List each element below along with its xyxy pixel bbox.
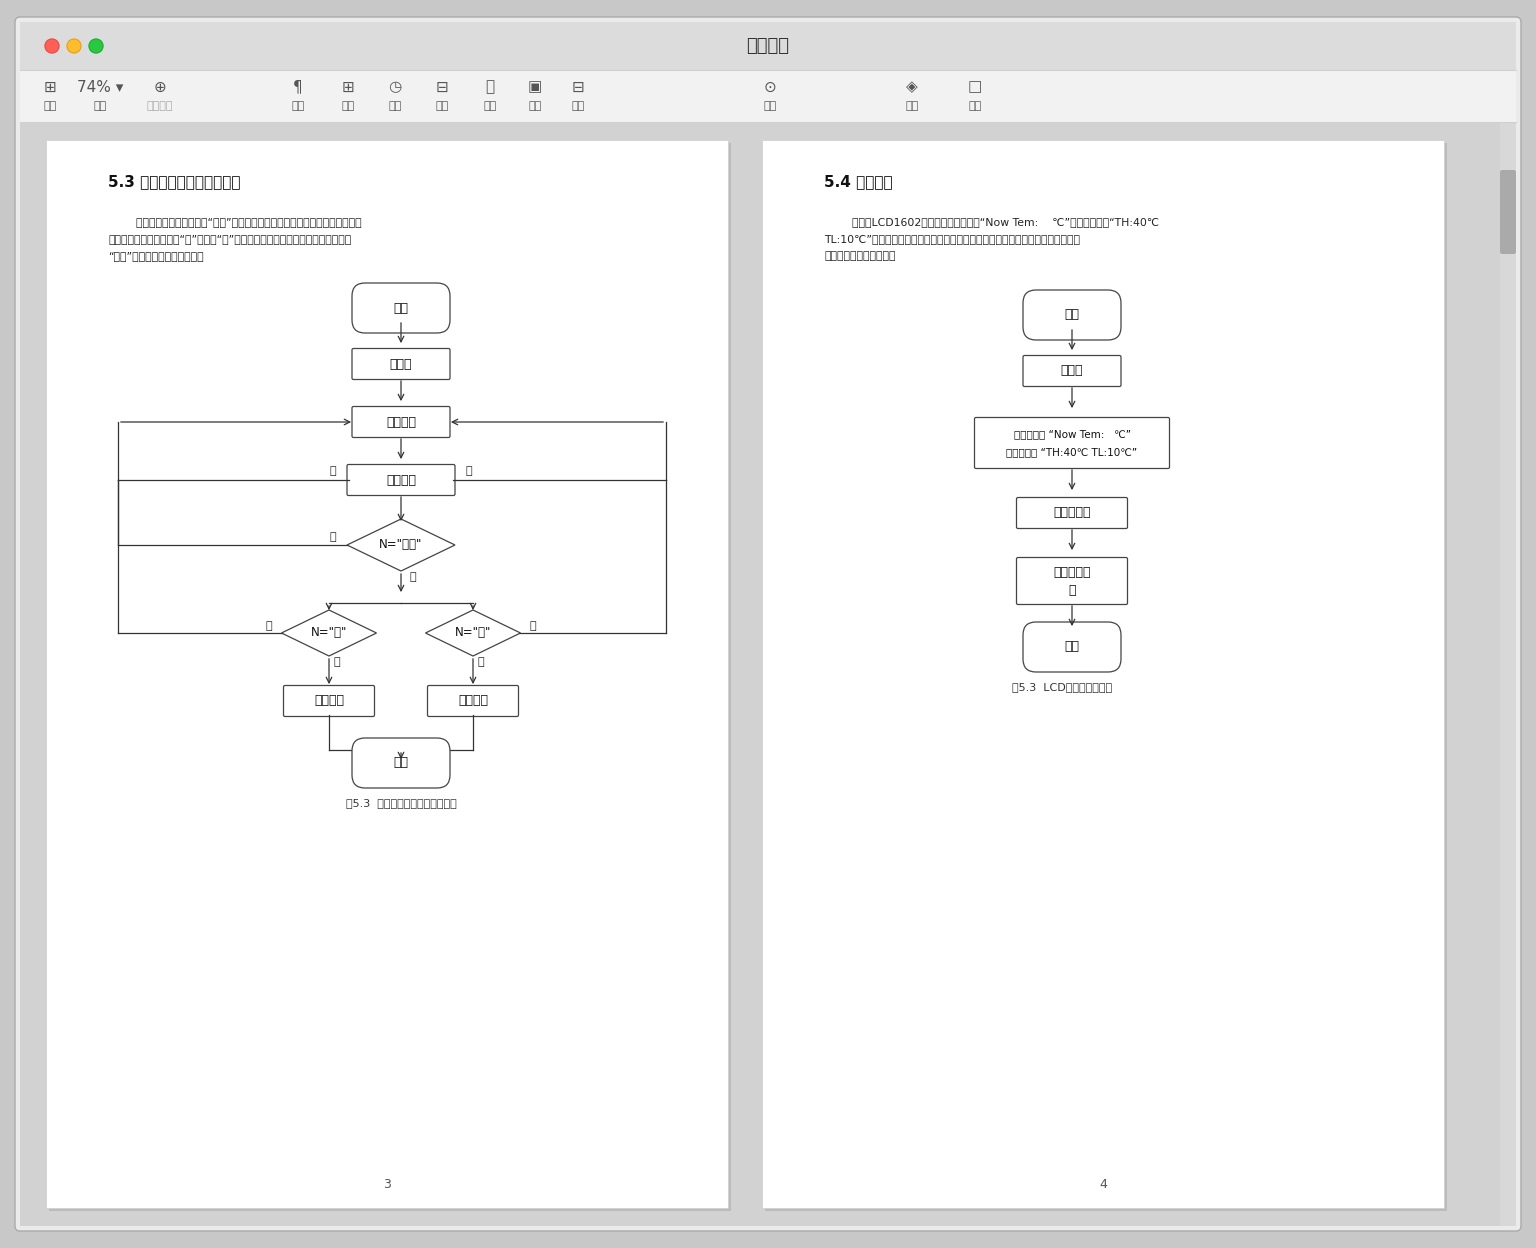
FancyBboxPatch shape [1017, 498, 1127, 528]
Circle shape [68, 39, 81, 52]
FancyBboxPatch shape [352, 283, 450, 333]
Text: 图5.3  上下限温度阈値调整流程图: 图5.3 上下限温度阈値调整流程图 [346, 797, 456, 807]
Text: 显示: 显示 [43, 101, 57, 111]
Circle shape [89, 39, 103, 52]
Text: 协作: 协作 [763, 101, 777, 111]
Bar [49, 144, 731, 1211]
Text: N="设置": N="设置" [379, 538, 422, 552]
FancyBboxPatch shape [1501, 170, 1516, 255]
Text: ⊞: ⊞ [341, 80, 355, 95]
Text: ⊞: ⊞ [43, 80, 57, 95]
Text: 否: 否 [330, 532, 336, 542]
FancyBboxPatch shape [1023, 356, 1121, 387]
Text: 开始: 开始 [1064, 308, 1080, 322]
Text: 文稿: 文稿 [968, 101, 982, 111]
Text: 读取温度値: 读取温度値 [1054, 507, 1091, 519]
Text: 表格: 表格 [341, 101, 355, 111]
Text: ¶: ¶ [293, 80, 303, 95]
Text: TL:10℃”。后面读取实时环境温度値后填入第一行的冒号后，第二行的上下限値显: TL:10℃”。后面读取实时环境温度値后填入第一行的冒号后，第二行的上下限値显 [823, 235, 1080, 245]
Text: 否: 否 [465, 466, 472, 475]
Text: 初始化: 初始化 [390, 357, 412, 371]
Text: 値: 値 [1068, 584, 1075, 597]
Text: 添加页面: 添加页面 [147, 101, 174, 111]
FancyBboxPatch shape [15, 17, 1521, 1231]
FancyBboxPatch shape [352, 407, 450, 438]
Text: 扫描按键: 扫描按键 [386, 416, 416, 428]
Text: 3: 3 [382, 1178, 392, 1191]
Text: 结束: 结束 [393, 756, 409, 770]
Text: 温度减小: 温度减小 [458, 694, 488, 708]
Text: 格式: 格式 [905, 101, 919, 111]
Text: 缩放: 缩放 [94, 101, 106, 111]
Text: 74% ▾: 74% ▾ [77, 80, 123, 95]
Text: 是: 是 [478, 656, 485, 666]
Text: ◷: ◷ [389, 80, 401, 95]
Text: 否: 否 [266, 622, 272, 631]
FancyBboxPatch shape [974, 418, 1169, 468]
Text: ⊕: ⊕ [154, 80, 166, 95]
Text: 键値判断: 键値判断 [386, 473, 416, 487]
FancyBboxPatch shape [347, 464, 455, 495]
Text: 显示温度数: 显示温度数 [1054, 565, 1091, 579]
Text: 第二行显示 “TH:40℃ TL:10℃”: 第二行显示 “TH:40℃ TL:10℃” [1006, 447, 1138, 457]
Bar [765, 144, 1447, 1211]
Bar [46, 140, 728, 1208]
Text: 批注: 批注 [571, 101, 585, 111]
Text: 是: 是 [333, 656, 341, 666]
FancyBboxPatch shape [1023, 290, 1121, 339]
Text: 5.3 上下限温度阈値调整程序: 5.3 上下限温度阈値调整程序 [108, 175, 241, 190]
Text: 否: 否 [330, 466, 336, 475]
Text: 値模式，此模式通过按键“加”和按键“减”调节最高温度値和最低温度値，再次按下: 値模式，此模式通过按键“加”和按键“减”调节最高温度値和最低温度値，再次按下 [108, 235, 352, 245]
Text: ⊙: ⊙ [763, 80, 776, 95]
Text: ⧆: ⧆ [485, 80, 495, 95]
Text: 5.4 显示程序: 5.4 显示程序 [823, 175, 892, 190]
Circle shape [45, 39, 58, 52]
Text: □: □ [968, 80, 982, 95]
Bar [20, 70, 1516, 122]
Text: 形状: 形状 [484, 101, 496, 111]
FancyBboxPatch shape [1023, 622, 1121, 671]
FancyBboxPatch shape [352, 348, 450, 379]
FancyBboxPatch shape [1017, 558, 1127, 604]
Bar [20, 22, 1516, 70]
Text: 图表: 图表 [389, 101, 401, 111]
Text: 图5.3  LCD显示运行流程图: 图5.3 LCD显示运行流程图 [1012, 681, 1112, 691]
Text: 示可通过按键进行调整。: 示可通过按键进行调整。 [823, 251, 895, 261]
Text: ◈: ◈ [906, 80, 919, 95]
Text: 第一行显示 “Now Tem:   ℃”: 第一行显示 “Now Tem: ℃” [1014, 429, 1130, 439]
Text: 否: 否 [530, 622, 536, 631]
Text: ⊟: ⊟ [436, 80, 449, 95]
Text: 媒体: 媒体 [528, 101, 542, 111]
Bar [1501, 122, 1516, 1226]
Text: 文本: 文本 [435, 101, 449, 111]
Text: 初始化: 初始化 [1061, 364, 1083, 377]
FancyBboxPatch shape [284, 685, 375, 716]
Polygon shape [281, 610, 376, 656]
Bar [20, 122, 1516, 1226]
Text: ⊟: ⊟ [571, 80, 584, 95]
Text: 插入: 插入 [292, 101, 304, 111]
Text: N="加": N="加" [310, 626, 347, 639]
Text: “设置”按键，则退出修改模式。: “设置”按键，则退出修改模式。 [108, 251, 204, 261]
Text: 结束: 结束 [1064, 640, 1080, 654]
Text: N="减": N="减" [455, 626, 492, 639]
Text: 4: 4 [1100, 1178, 1107, 1191]
FancyBboxPatch shape [427, 685, 519, 716]
Polygon shape [425, 610, 521, 656]
Text: 初始化LCD1602，刚开始第一行显示“Now Tem:    ℃”，第二行显示“TH:40℃: 初始化LCD1602，刚开始第一行显示“Now Tem: ℃”，第二行显示“TH… [823, 217, 1160, 227]
Text: 开始: 开始 [393, 302, 409, 314]
Text: 是: 是 [409, 572, 416, 582]
Polygon shape [347, 519, 455, 572]
Text: 温度增加: 温度增加 [313, 694, 344, 708]
Text: ▣: ▣ [528, 80, 542, 95]
Text: 初始化按键，如果检测到“设置”按键按下，则进入修改最高温度値和最低温度: 初始化按键，如果检测到“设置”按键按下，则进入修改最高温度値和最低温度 [108, 217, 361, 227]
Bar [762, 140, 1444, 1208]
FancyBboxPatch shape [352, 738, 450, 787]
Text: 软件设计: 软件设计 [746, 37, 790, 55]
